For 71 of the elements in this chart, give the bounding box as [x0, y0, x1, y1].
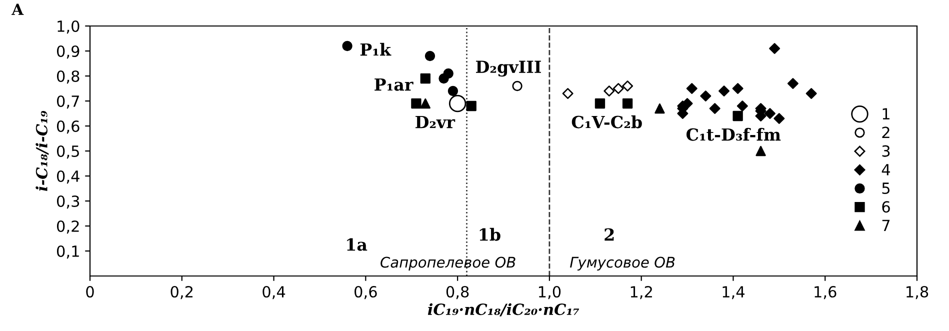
annotation: P₁ar: [374, 78, 414, 91]
annotation: 1a: [347, 238, 368, 251]
annotation: D₂vr: [416, 116, 456, 128]
point: [700, 90, 712, 102]
point: [420, 73, 430, 84]
point: [342, 40, 352, 52]
point: [604, 85, 615, 97]
point: [736, 100, 748, 112]
legend-label: 5: [882, 182, 890, 194]
legend-label: 7: [882, 220, 890, 232]
x-tick-label: 0,4: [262, 286, 286, 300]
annotation: C₁V-C₂b: [572, 115, 642, 128]
point: [732, 82, 744, 94]
legend-label: 1: [882, 108, 890, 120]
y-tick-label: 0,8: [56, 70, 80, 84]
x-tick-label: 1,4: [722, 286, 745, 300]
point: [562, 88, 574, 100]
y-tick-label: 0,6: [56, 120, 80, 134]
annotation: Сапропелевое ОВ: [380, 256, 516, 271]
point: [806, 88, 817, 100]
legend-label: 2: [882, 126, 890, 138]
point: [787, 78, 798, 90]
x-axis-title: iC₁₉·nC₁₈/iC₂₀·nC₁₇: [428, 303, 580, 316]
chart-title: А: [12, 4, 24, 15]
y-tick-label: 0,3: [56, 195, 80, 209]
point: [622, 98, 633, 109]
y-tick-label: 0,7: [56, 95, 79, 109]
annotation: Гумусовое ОВ: [570, 256, 675, 271]
point: [769, 42, 780, 54]
x-tick-label: 0: [86, 286, 94, 298]
x-tick-label: 0,8: [446, 286, 469, 300]
point: [654, 103, 665, 114]
point: [756, 146, 766, 156]
point: [622, 80, 634, 92]
x-tick-label: 0,6: [354, 286, 377, 300]
point: [764, 108, 776, 120]
point: [424, 50, 436, 62]
y-axis-title: i-C₁₈/i-C₁₉: [36, 110, 49, 191]
x-tick-label: 1,8: [906, 286, 928, 300]
point: [420, 98, 430, 109]
point: [594, 98, 606, 109]
y-tick-label: 0,9: [56, 45, 80, 59]
annotation: 1b: [480, 228, 500, 241]
annotation: C₁t-D₃f-fm: [686, 128, 781, 141]
y-tick-label: 1,0: [58, 20, 80, 34]
x-tick-label: 1,0: [538, 286, 561, 300]
legend-label: 4: [882, 164, 890, 176]
y-tick-label: 0,2: [56, 220, 79, 234]
point: [686, 82, 698, 94]
point: [718, 85, 730, 97]
annotation: D₂gvIII: [476, 60, 541, 77]
y-tick-label: 0,5: [56, 145, 79, 159]
point: [774, 112, 785, 124]
x-tick-label: 0,2: [170, 286, 193, 300]
legend-label: 3: [882, 145, 890, 157]
legend-label: 6: [882, 201, 890, 213]
point: [443, 68, 454, 79]
annotation: 2: [604, 228, 614, 241]
point: [448, 86, 458, 96]
x-tick-label: 1,6: [814, 286, 836, 300]
point: [709, 102, 720, 114]
y-tick-label: 0,4: [56, 170, 80, 184]
point: [512, 80, 522, 92]
point: [411, 98, 422, 109]
annotation: P₁k: [360, 42, 392, 56]
point: [448, 94, 466, 112]
x-tick-label: 1,2: [630, 286, 652, 300]
y-tick-label: 0,1: [56, 245, 79, 259]
point: [732, 110, 743, 122]
point: [466, 100, 476, 112]
point: [612, 82, 624, 94]
